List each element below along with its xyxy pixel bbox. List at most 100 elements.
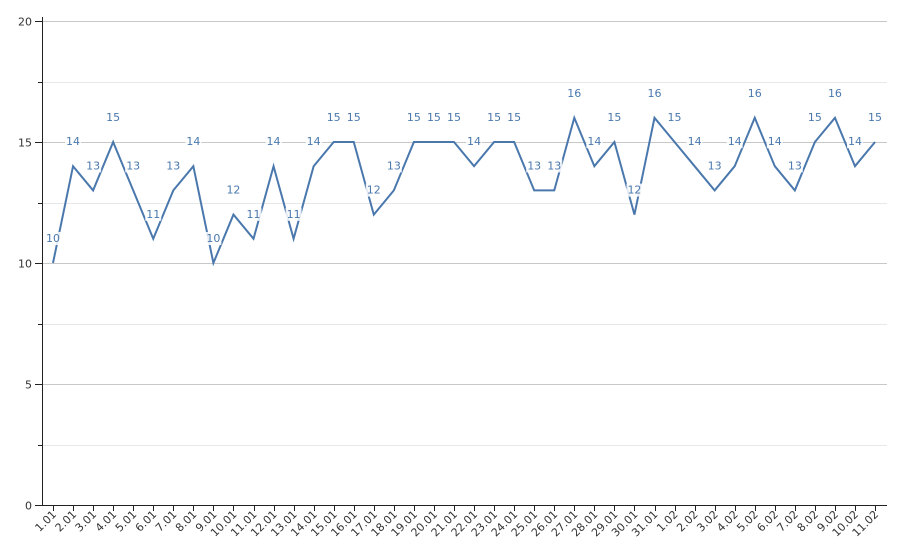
data-label-bg [766, 135, 783, 149]
data-label-bg [686, 135, 703, 149]
data-label-bg [826, 86, 843, 100]
series-line [52, 114, 876, 267]
data-label: 13 [86, 159, 100, 172]
data-label: 14 [587, 135, 601, 148]
data-label: 15 [447, 111, 461, 124]
data-label-bg [566, 86, 583, 100]
x-tick-label: 1.01 [33, 508, 60, 535]
data-label-bg [165, 159, 182, 173]
data-label-bg [85, 159, 102, 173]
x-tick-label: 8.02 [795, 508, 822, 535]
data-label: 14 [267, 135, 281, 148]
data-label: 15 [427, 111, 441, 124]
data-label-bg [325, 111, 342, 124]
data-label: 14 [728, 135, 742, 148]
data-label-bg [425, 111, 442, 124]
y-tick-label: 0 [25, 500, 32, 513]
data-label-bg [646, 86, 663, 100]
data-label-bg [666, 111, 683, 124]
data-label: 15 [347, 111, 361, 124]
series-layer [52, 114, 876, 267]
x-tick-label: 2.02 [674, 508, 701, 535]
data-label: 15 [507, 111, 521, 124]
data-label-bg [706, 159, 723, 173]
data-label: 10 [206, 232, 220, 245]
y-tick-label: 10 [18, 258, 32, 271]
data-label: 14 [66, 135, 80, 148]
x-tick-label: 6.01 [133, 508, 160, 535]
data-label: 14 [768, 135, 782, 148]
data-label: 15 [487, 111, 501, 124]
y-tick-label: 20 [18, 16, 32, 29]
data-label: 13 [788, 159, 802, 172]
data-label: 11 [247, 208, 261, 221]
data-label: 15 [808, 111, 822, 124]
data-label-bg [466, 135, 483, 149]
data-label-bg [486, 111, 503, 124]
data-label: 16 [648, 87, 662, 100]
x-tick-label: 4.02 [714, 508, 741, 535]
data-label: 16 [748, 87, 762, 100]
data-label-bg [867, 111, 884, 124]
x-tick-label: 2.01 [53, 508, 80, 535]
data-label-bg [626, 183, 643, 197]
data-label: 15 [407, 111, 421, 124]
data-label: 11 [287, 208, 301, 221]
data-label-bg [806, 111, 823, 124]
data-label-bg [345, 111, 362, 124]
grid-lines [42, 21, 887, 446]
data-label: 15 [668, 111, 682, 124]
data-label-bg [185, 135, 202, 149]
data-label-bg [726, 135, 743, 149]
data-label-bg [305, 135, 322, 149]
x-tick-label: 6.02 [754, 508, 781, 535]
data-labels: 10 14 13 15 13 11 13 14 10 12 11 14 11 14 15 15 12 13 15 15… [45, 86, 884, 245]
data-label-bg [365, 183, 382, 197]
data-label-bg [65, 135, 82, 149]
data-label-bg [265, 135, 282, 149]
data-label-bg [285, 207, 302, 221]
x-tick-label: 1.02 [654, 508, 681, 535]
data-label: 14 [186, 135, 200, 148]
data-label: 16 [828, 87, 842, 100]
data-label-bg [385, 159, 402, 173]
data-label: 15 [106, 111, 120, 124]
data-label-bg [45, 232, 61, 245]
data-label: 13 [166, 159, 180, 172]
data-label: 13 [527, 159, 541, 172]
data-label: 16 [567, 87, 581, 100]
x-tick-label: 4.01 [93, 508, 120, 535]
x-tick-label: 7.01 [153, 508, 180, 535]
data-label: 12 [627, 184, 641, 197]
x-tick-label: 3.01 [73, 508, 100, 535]
data-label-bg [205, 232, 222, 245]
data-label-bg [606, 111, 623, 124]
x-tick-label: 5.01 [113, 508, 140, 535]
data-label-bg [105, 111, 122, 124]
data-label: 12 [226, 184, 240, 197]
data-label-bg [145, 207, 162, 221]
data-label-bg [586, 135, 603, 149]
data-label: 14 [307, 135, 321, 148]
data-label-bg [746, 86, 763, 100]
data-label: 13 [387, 159, 401, 172]
data-label: 13 [547, 159, 561, 172]
data-label: 12 [367, 184, 381, 197]
data-label: 15 [327, 111, 341, 124]
data-label: 14 [467, 135, 481, 148]
data-label: 14 [688, 135, 702, 148]
data-label: 13 [126, 159, 140, 172]
data-label: 15 [607, 111, 621, 124]
data-label: 14 [848, 135, 862, 148]
data-label-bg [546, 159, 563, 173]
data-label-bg [446, 111, 462, 124]
data-label-bg [125, 159, 142, 173]
data-label-bg [245, 207, 262, 221]
x-tick-label: 8.01 [173, 508, 200, 535]
y-tick-label: 5 [25, 379, 32, 392]
data-label: 13 [708, 159, 722, 172]
data-label: 11 [146, 208, 160, 221]
x-tick-label: 7.02 [774, 508, 801, 535]
